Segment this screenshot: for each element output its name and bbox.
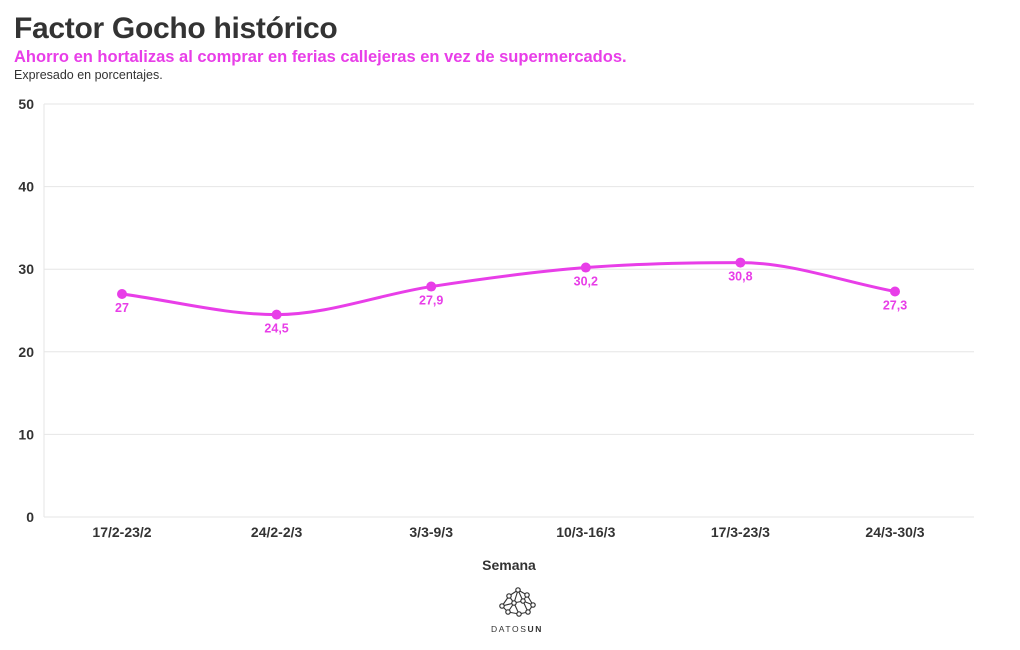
y-tick-label: 40: [18, 179, 34, 195]
data-label: 27,3: [883, 299, 907, 313]
data-label: 30,8: [728, 270, 752, 284]
grid-layer: [44, 103, 974, 518]
y-tick-label: 20: [18, 344, 34, 360]
data-point: [117, 288, 127, 299]
data-point: [890, 286, 900, 297]
x-tick-label: 17/3-23/3: [711, 524, 770, 540]
logo-text: DATOSUN: [480, 624, 554, 634]
series-layer: [117, 257, 900, 320]
axis-layer: 0 10 20 30 40 50 17/2-23/2 24/2-2/3 3/3-9/3 10/3-…: [18, 96, 924, 573]
x-tick-label: 10/3-16/3: [556, 524, 615, 540]
data-point: [735, 257, 746, 268]
logo-text-light: DATOS: [491, 624, 528, 634]
network-logo-icon: [499, 587, 536, 617]
x-tick-label: 17/2-23/2: [92, 524, 151, 540]
datosun-logo: DATOSUN: [480, 586, 554, 634]
data-label: 30,2: [574, 275, 598, 289]
data-label: 24,5: [264, 322, 288, 336]
logo-text-bold: UN: [527, 624, 543, 634]
chart-subtitle: Ahorro en hortalizas al comprar en feria…: [14, 48, 627, 66]
data-point: [580, 262, 591, 273]
y-tick-label: 50: [18, 96, 34, 112]
data-point: [426, 281, 437, 292]
data-label: 27: [115, 301, 129, 315]
chart-title: Factor Gocho histórico: [14, 12, 338, 45]
chart-caption: Expresado en porcentajes.: [14, 68, 163, 82]
label-layer: 27 24,5 27,9 30,2 30,8 27,3: [115, 270, 907, 336]
x-tick-label: 3/3-9/3: [409, 524, 453, 540]
y-tick-label: 30: [18, 261, 34, 277]
y-tick-label: 0: [26, 509, 34, 525]
y-tick-label: 10: [18, 426, 34, 442]
series-line: [120, 261, 897, 317]
x-axis-title: Semana: [482, 557, 536, 573]
data-label: 27,9: [419, 294, 443, 308]
x-tick-label: 24/3-30/3: [865, 524, 924, 540]
data-point: [271, 309, 282, 320]
x-tick-label: 24/2-2/3: [251, 524, 303, 540]
